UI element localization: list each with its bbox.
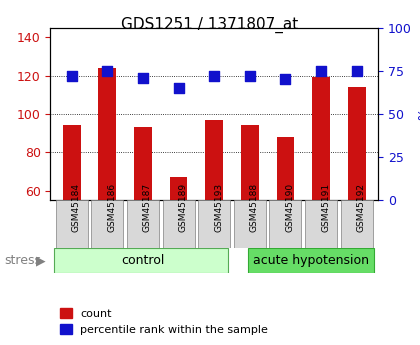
Point bbox=[104, 68, 111, 73]
Text: GSM45189: GSM45189 bbox=[178, 183, 188, 232]
Bar bbox=[134, 127, 152, 200]
Point bbox=[318, 68, 324, 73]
FancyBboxPatch shape bbox=[198, 200, 230, 248]
Bar bbox=[98, 68, 116, 200]
FancyBboxPatch shape bbox=[56, 200, 88, 248]
Text: GSM45193: GSM45193 bbox=[214, 183, 223, 232]
Bar bbox=[312, 77, 330, 200]
Text: GSM45186: GSM45186 bbox=[108, 183, 116, 232]
Text: GSM45184: GSM45184 bbox=[72, 183, 81, 232]
Text: control: control bbox=[121, 254, 165, 267]
Text: GSM45192: GSM45192 bbox=[357, 183, 366, 232]
FancyBboxPatch shape bbox=[54, 248, 228, 273]
Point bbox=[175, 85, 182, 91]
FancyBboxPatch shape bbox=[127, 200, 159, 248]
Point bbox=[353, 68, 360, 73]
FancyBboxPatch shape bbox=[269, 200, 302, 248]
Text: GSM45190: GSM45190 bbox=[286, 183, 294, 232]
Point bbox=[211, 73, 218, 79]
Legend: count, percentile rank within the sample: count, percentile rank within the sample bbox=[56, 304, 273, 339]
Bar bbox=[348, 87, 365, 200]
Text: GSM45188: GSM45188 bbox=[250, 183, 259, 232]
Point bbox=[139, 75, 146, 80]
FancyBboxPatch shape bbox=[248, 248, 375, 273]
Bar bbox=[63, 125, 81, 200]
Point bbox=[282, 77, 289, 82]
Text: GSM45191: GSM45191 bbox=[321, 183, 330, 232]
FancyBboxPatch shape bbox=[163, 200, 194, 248]
FancyBboxPatch shape bbox=[234, 200, 266, 248]
Point bbox=[68, 73, 75, 79]
Bar bbox=[170, 177, 187, 200]
Bar bbox=[205, 120, 223, 200]
FancyBboxPatch shape bbox=[341, 200, 373, 248]
Bar bbox=[276, 137, 294, 200]
Text: GSM45187: GSM45187 bbox=[143, 183, 152, 232]
Bar bbox=[241, 125, 259, 200]
Text: acute hypotension: acute hypotension bbox=[253, 254, 369, 267]
Text: GDS1251 / 1371807_at: GDS1251 / 1371807_at bbox=[121, 17, 299, 33]
Point bbox=[247, 73, 253, 79]
Text: stress: stress bbox=[4, 254, 41, 267]
Y-axis label: %: % bbox=[417, 108, 420, 120]
FancyBboxPatch shape bbox=[92, 200, 123, 248]
Text: ▶: ▶ bbox=[36, 254, 45, 267]
FancyBboxPatch shape bbox=[305, 200, 337, 248]
